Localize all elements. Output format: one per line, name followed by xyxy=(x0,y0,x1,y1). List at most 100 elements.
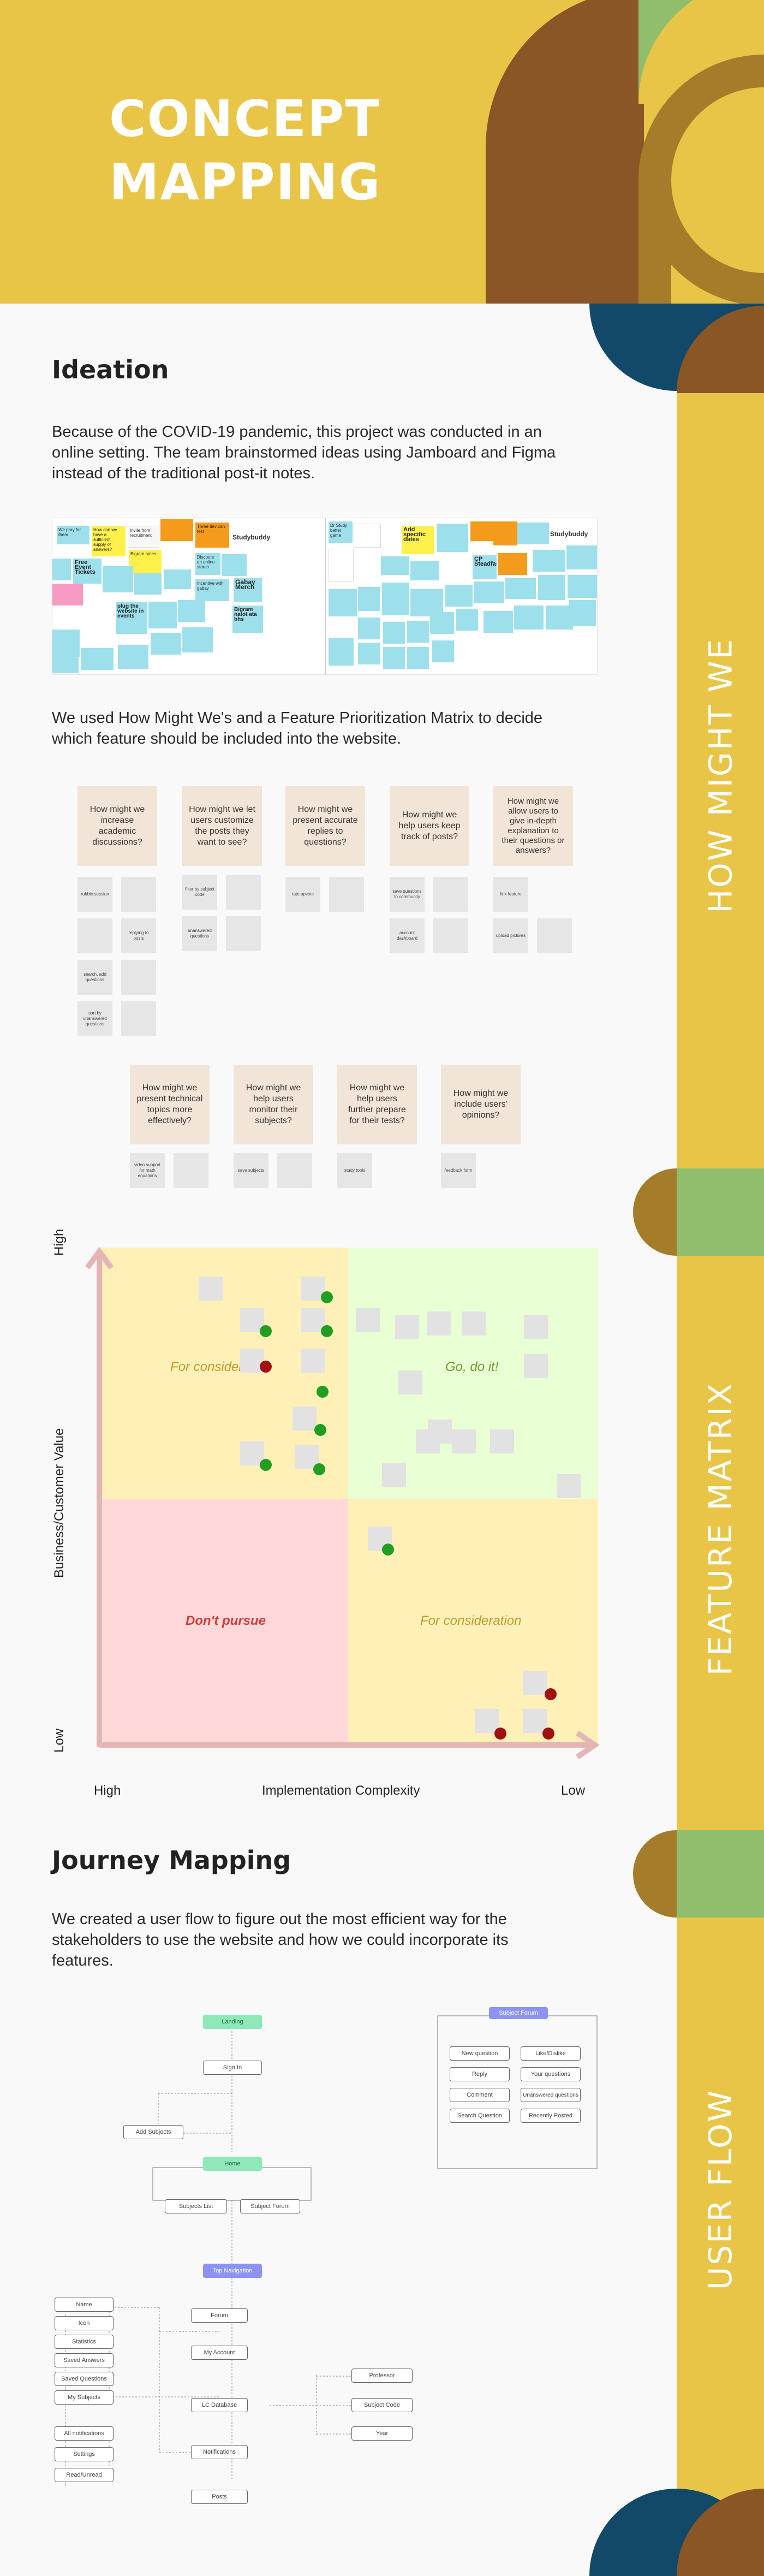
jam-note xyxy=(569,600,596,626)
hmw-card: How might we help users further prepare … xyxy=(337,1065,417,1144)
studybuddy-logo: Studybuddy xyxy=(232,533,271,541)
flow-account-item: Statistics xyxy=(55,2335,114,2349)
quadrant-label-bottom-left: Don't pursue xyxy=(186,1613,266,1628)
matrix-note xyxy=(490,1429,514,1453)
hmw-card: How might we let users customize the pos… xyxy=(182,786,262,866)
matrix-note xyxy=(428,1420,452,1444)
hmw-card: How might we allow users to give in-dept… xyxy=(493,786,573,866)
side-label-how-might-we: HOW MIGHT WE xyxy=(702,637,739,913)
green-dot xyxy=(260,1325,272,1337)
jam-note: Three dev can test xyxy=(195,523,229,548)
hmw-note xyxy=(121,1001,156,1036)
jam-note xyxy=(568,575,597,598)
flow-account-item: Saved Questions xyxy=(55,2372,114,2386)
matrix-note xyxy=(462,1311,486,1336)
jam-note xyxy=(354,524,381,548)
jam-note xyxy=(381,556,409,575)
jam-note xyxy=(52,630,80,657)
hmw-note xyxy=(277,1153,312,1188)
flow-account-item: Icon xyxy=(55,2316,114,2330)
green-dot xyxy=(317,1386,329,1398)
green-dot xyxy=(382,1544,394,1556)
flow-forum: Forum xyxy=(191,2308,248,2323)
jam-note xyxy=(358,643,380,664)
green-dot xyxy=(314,1424,326,1436)
red-dot xyxy=(260,1361,272,1373)
studybuddy-logo: Studybuddy xyxy=(550,530,588,538)
subject-panel-item: Search Question xyxy=(450,2109,510,2123)
jam-note xyxy=(329,589,357,616)
hmw-card: How might we help users monitor their su… xyxy=(234,1065,313,1144)
subject-panel-item: Recently Posted xyxy=(521,2109,581,2123)
flow-notifications: Notifications xyxy=(191,2445,248,2459)
hmw-note xyxy=(226,916,261,951)
jam-note xyxy=(514,606,544,630)
hmw-note: rubble session xyxy=(77,877,112,912)
hmw-note xyxy=(329,877,364,912)
jam-note xyxy=(505,578,536,599)
hmw-card: How might we present technical topics mo… xyxy=(130,1065,210,1144)
flow-db-item: Subject Code xyxy=(351,2398,413,2412)
matrix-note xyxy=(398,1370,422,1394)
hmw-note: filter by subject code xyxy=(182,875,217,910)
flow-home: Home xyxy=(203,2157,262,2171)
flow-top-navigation: Top Navigation xyxy=(203,2264,262,2278)
matrix-note xyxy=(199,1277,223,1301)
hmw-note: replying to posts xyxy=(121,918,156,953)
y-axis-low-label: Low xyxy=(52,1728,67,1753)
flow-signin: Sign In xyxy=(203,2061,262,2075)
ideation-heading: Ideation xyxy=(52,355,169,384)
jam-note xyxy=(432,640,454,662)
matrix-axes xyxy=(85,1247,600,1760)
jam-note xyxy=(498,553,527,575)
hmw-note: sort by unanswered questions xyxy=(77,1001,112,1036)
quadrant-label-top-right: Go, do it! xyxy=(445,1360,499,1374)
hmw-note xyxy=(226,875,261,910)
jam-note xyxy=(148,602,177,628)
quadrant-label-bottom-right: For consideration xyxy=(420,1613,522,1628)
hmw-note xyxy=(537,918,572,953)
hmw-intro: We used How Might We's and a Feature Pri… xyxy=(52,709,543,747)
hmw-note xyxy=(121,877,156,912)
green-dot xyxy=(321,1325,333,1337)
jam-note xyxy=(103,566,133,592)
flow-posts: Posts xyxy=(191,2490,248,2504)
jam-note: plug the website in events xyxy=(116,602,147,634)
journey-heading: Journey Mapping xyxy=(52,1845,291,1875)
jam-note: Add specific dates xyxy=(402,526,434,554)
header-banner: CONCEPT MAPPING xyxy=(0,0,764,304)
jam-note xyxy=(474,581,504,603)
matrix-note xyxy=(301,1349,325,1373)
jam-note xyxy=(160,519,193,541)
flow-lc-database: LC Database xyxy=(191,2398,248,2412)
jam-note xyxy=(517,523,549,544)
hmw-card: How might we present accurate replies to… xyxy=(285,786,365,866)
hmw-note xyxy=(121,960,156,995)
hmw-note xyxy=(174,1153,208,1188)
matrix-note xyxy=(427,1311,451,1336)
matrix-note xyxy=(293,1406,317,1431)
flow-notif-item: All notifications xyxy=(55,2426,114,2441)
jam-note xyxy=(329,638,354,666)
hmw-note xyxy=(433,918,468,953)
matrix-note xyxy=(523,1709,547,1733)
jam-note xyxy=(407,647,429,669)
jam-note xyxy=(52,655,79,673)
jam-note xyxy=(538,575,565,600)
jam-note xyxy=(81,648,114,670)
jam-note xyxy=(546,606,573,630)
flow-account-item: Saved Answers xyxy=(55,2353,114,2367)
jam-note xyxy=(437,524,468,552)
jam-note xyxy=(493,521,517,545)
flow-account-item: My Subjects xyxy=(55,2390,114,2405)
section-marker-2 xyxy=(633,1830,764,1918)
ideation-paragraph: Because of the COVID-19 pandemic, this p… xyxy=(52,423,556,482)
jam-note: Bigram notes xyxy=(129,550,162,574)
jam-note xyxy=(383,647,405,669)
jam-note xyxy=(222,554,247,576)
y-axis-high-label: High xyxy=(52,1228,67,1256)
jam-note xyxy=(164,569,191,589)
flow-landing: Landing xyxy=(203,2015,262,2029)
matrix-note xyxy=(382,1463,406,1487)
jam-note xyxy=(430,612,454,634)
